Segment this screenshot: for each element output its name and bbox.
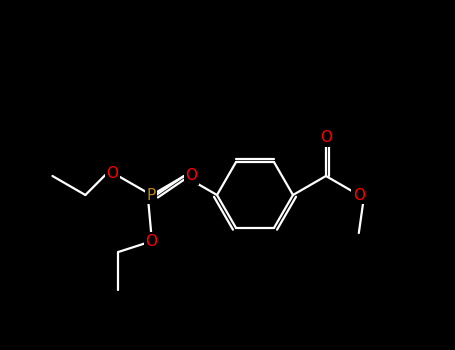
Text: O: O — [185, 168, 197, 183]
Text: O: O — [106, 167, 118, 182]
Text: O: O — [145, 233, 157, 248]
Text: O: O — [353, 188, 365, 203]
Text: O: O — [320, 131, 332, 146]
Text: P: P — [147, 188, 156, 203]
